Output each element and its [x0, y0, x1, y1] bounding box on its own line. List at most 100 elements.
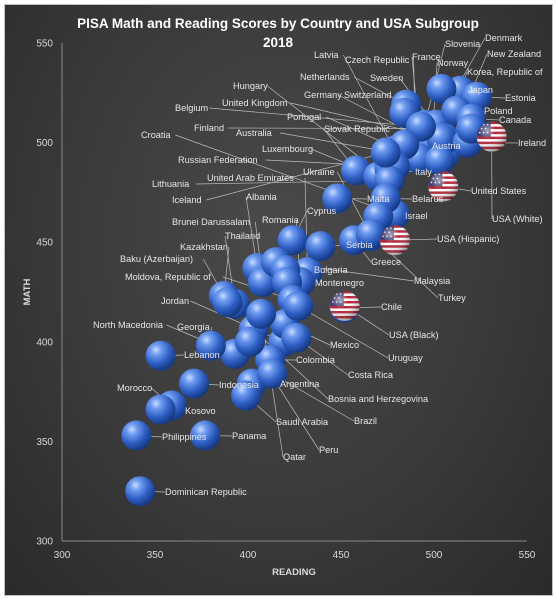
usa-flag-shade: [428, 171, 459, 202]
leader-line: [298, 305, 389, 359]
data-label: Mexico: [330, 340, 359, 350]
country-point: [283, 290, 314, 321]
data-label: Ireland: [518, 138, 546, 148]
data-label: Dominican Republic: [165, 487, 247, 497]
country-point: [277, 225, 308, 256]
data-label: Greece: [371, 257, 401, 267]
data-label: Lebanon: [184, 350, 220, 360]
usa-flag-shade: [379, 225, 410, 256]
country-point: [190, 420, 221, 451]
country-point: [305, 231, 336, 262]
y-tick-label: 450: [36, 238, 53, 249]
x-tick-label: 550: [519, 550, 536, 561]
data-label: Colombia: [296, 355, 336, 365]
y-axis-title: MATH: [22, 278, 33, 305]
data-label: Estonia: [505, 93, 537, 103]
y-tick-labels: 300 350 400 450 500 550: [36, 39, 53, 548]
country-point: [246, 298, 277, 329]
data-label: Qatar: [283, 452, 306, 462]
data-label: Peru: [319, 445, 338, 455]
data-label: USA (Black): [389, 330, 439, 340]
leader-line: [175, 134, 396, 215]
data-label: Netherlands: [300, 72, 350, 82]
leader-line: [304, 177, 308, 273]
data-label: Kazakhstan: [180, 242, 228, 252]
leader-line: [343, 54, 396, 151]
data-label: Malaysia: [414, 276, 451, 286]
data-label: Chile: [381, 302, 402, 312]
data-label: Moldova, Republic of: [125, 272, 211, 282]
data-label: Italy: [415, 167, 432, 177]
data-label: United States: [471, 186, 527, 196]
data-label: Morocco: [117, 383, 152, 393]
country-point: [212, 286, 243, 317]
data-label: United Arab Emirates: [207, 173, 294, 183]
leader-line: [253, 329, 329, 400]
country-point: [257, 358, 288, 389]
data-label: Latvia: [314, 50, 339, 60]
country-point: [281, 322, 312, 353]
data-label: Costa Rica: [348, 370, 394, 380]
data-label: Korea, Republic of: [467, 67, 543, 77]
data-label: Cyprus: [307, 206, 337, 216]
data-label: Lithuania: [152, 179, 190, 189]
data-label: Japan: [468, 85, 493, 95]
data-label: Slovenia: [445, 39, 481, 49]
country-point: [125, 476, 156, 507]
data-label: Thailand: [225, 231, 260, 241]
data-label: Iceland: [172, 195, 202, 205]
data-label: Portugal: [287, 112, 321, 122]
x-tick-label: 300: [54, 550, 71, 561]
data-label: Finland: [194, 123, 224, 133]
x-axis-title: READING: [272, 567, 316, 578]
data-label: Australia: [236, 128, 273, 138]
data-label: Austria: [432, 141, 461, 151]
y-tick-label: 550: [36, 39, 53, 50]
data-label: Philippines: [162, 432, 207, 442]
usa-flag-shade: [476, 121, 507, 152]
data-label: Uruguay: [388, 353, 423, 363]
data-label: Albania: [246, 192, 278, 202]
leader-line: [272, 373, 355, 422]
data-label: Serbia: [346, 240, 373, 250]
data-label: Belarus: [412, 194, 444, 204]
leader-line: [209, 107, 422, 128]
data-label: Czech Republic: [345, 55, 410, 65]
usa-flag-point: [428, 171, 459, 202]
data-label: Poland: [484, 106, 513, 116]
country-point: [179, 368, 210, 399]
chart-title: PISA Math and Reading Scores by Country …: [77, 16, 479, 31]
data-label: Baku (Azerbaijan): [120, 254, 193, 264]
country-point: [370, 137, 401, 168]
data-label: Bulgaria: [314, 265, 349, 275]
country-point: [426, 73, 457, 104]
data-label: Indonesia: [219, 380, 260, 390]
data-label: Bosnia and Herzegovina: [328, 394, 429, 404]
data-label: North Macedonia: [93, 320, 164, 330]
x-tick-label: 350: [147, 550, 164, 561]
country-point: [424, 145, 455, 176]
data-label: Panama: [232, 431, 267, 441]
data-label: Canada: [499, 115, 532, 125]
country-point: [355, 219, 386, 250]
usa-flag-point: [379, 225, 410, 256]
country-point: [145, 340, 176, 371]
leader-line: [190, 300, 284, 343]
data-label: Brunei Darussalam: [172, 217, 250, 227]
data-label: Sweden: [370, 73, 403, 83]
y-tick-label: 300: [36, 537, 53, 548]
country-point: [231, 380, 262, 411]
data-label: Saudi Arabia: [276, 417, 329, 427]
usa-flag-point: [329, 290, 360, 321]
country-point: [145, 394, 176, 425]
x-tick-labels: 300 350 400 450 500 550: [54, 550, 536, 561]
data-label: Norway: [437, 58, 469, 68]
data-labels: Slovenia Denmark Latvia Czech Republic Franc…: [93, 33, 546, 497]
data-label: Argentina: [280, 379, 320, 389]
data-label: Ukraine: [303, 167, 335, 177]
data-label: Kosovo: [185, 406, 216, 416]
x-tick-label: 450: [333, 550, 350, 561]
data-label: Russian Federation: [178, 155, 258, 165]
usa-flag-shade: [329, 290, 360, 321]
